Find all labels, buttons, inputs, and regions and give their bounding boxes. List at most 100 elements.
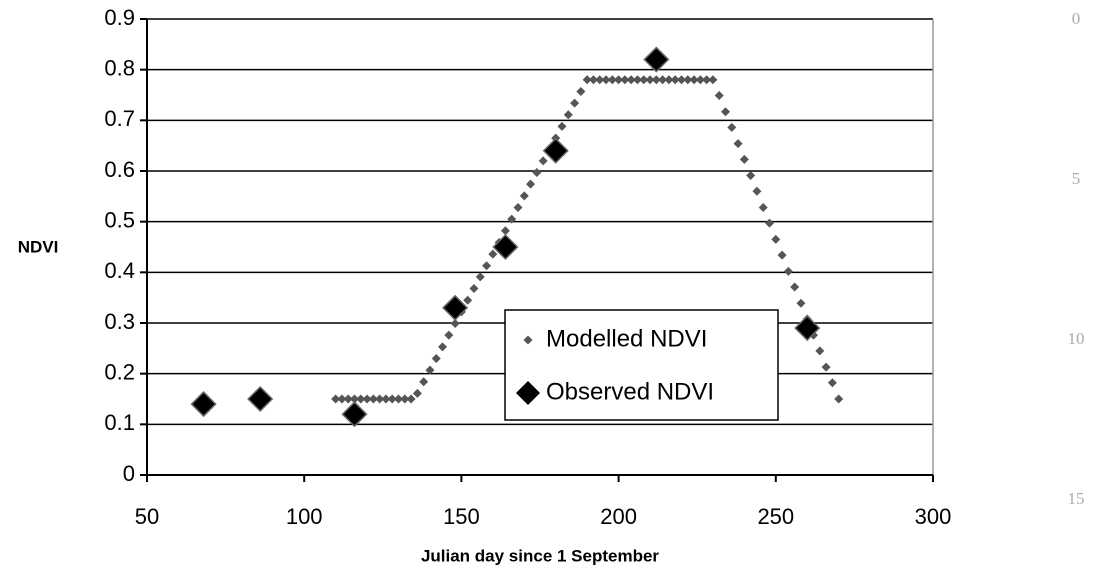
y-tick-label: 0.9	[104, 5, 135, 30]
legend-marker	[523, 335, 533, 345]
data-point	[639, 75, 649, 85]
data-point	[746, 171, 756, 181]
x-tick-label: 300	[915, 504, 952, 529]
data-point	[739, 154, 749, 164]
data-point	[765, 218, 775, 228]
y-tick-label: 0.5	[104, 207, 135, 232]
data-point	[670, 75, 680, 85]
data-point	[821, 362, 831, 372]
x-tick-label: 150	[443, 504, 480, 529]
data-point	[425, 365, 435, 375]
data-point	[752, 186, 762, 196]
x-tick-label: 200	[600, 504, 637, 529]
data-point	[375, 394, 385, 404]
x-tick-label: 250	[757, 504, 794, 529]
data-point	[658, 75, 668, 85]
data-point	[412, 388, 422, 398]
line-number: 15	[1068, 489, 1085, 508]
data-point	[794, 315, 821, 342]
data-point	[519, 191, 529, 201]
data-point	[620, 75, 630, 85]
y-tick-label: 0.4	[104, 258, 135, 283]
data-point	[350, 394, 360, 404]
data-point	[576, 86, 586, 96]
y-tick-label: 0.1	[104, 410, 135, 435]
data-point	[733, 139, 743, 149]
data-point	[400, 394, 410, 404]
data-point	[513, 202, 523, 212]
data-point	[601, 75, 611, 85]
data-point	[588, 75, 598, 85]
data-point	[538, 156, 548, 166]
x-tick-label: 100	[286, 504, 323, 529]
data-point	[362, 394, 372, 404]
data-point	[632, 75, 642, 85]
data-point	[827, 378, 837, 388]
y-tick-label: 0.8	[104, 55, 135, 80]
y-tick-label: 0.3	[104, 309, 135, 334]
data-point	[337, 394, 347, 404]
data-point	[790, 282, 800, 292]
y-axis-label: NDVI	[18, 237, 59, 256]
data-point	[727, 122, 737, 132]
data-point	[758, 202, 768, 212]
data-point	[532, 168, 542, 178]
line-number: 10	[1068, 329, 1085, 348]
data-point	[708, 75, 718, 85]
data-point	[356, 394, 366, 404]
data-point	[626, 75, 636, 85]
data-point	[450, 319, 460, 329]
data-point	[387, 394, 397, 404]
data-point	[643, 46, 670, 73]
data-point	[331, 394, 341, 404]
data-point	[341, 401, 368, 428]
y-tick-label: 0.7	[104, 106, 135, 131]
data-point	[475, 272, 485, 282]
data-point	[815, 346, 825, 356]
y-tick-label: 0	[123, 461, 135, 486]
data-point	[492, 233, 519, 261]
data-point	[796, 298, 806, 308]
data-point	[507, 214, 517, 224]
x-axis-label: Julian day since 1 September	[421, 546, 659, 565]
data-point	[368, 394, 378, 404]
data-point	[595, 75, 605, 85]
data-point	[714, 91, 724, 101]
data-point	[783, 266, 793, 276]
data-point	[542, 137, 569, 164]
y-tick-label: 0.6	[104, 157, 135, 182]
data-point	[406, 394, 416, 404]
data-point	[651, 75, 661, 85]
data-point	[394, 394, 404, 404]
data-point	[676, 75, 686, 85]
data-point	[683, 75, 693, 85]
data-point	[381, 394, 391, 404]
data-point	[695, 75, 705, 85]
data-point	[343, 394, 353, 404]
legend-box	[504, 309, 779, 421]
data-point	[431, 353, 441, 363]
data-point	[488, 249, 498, 259]
data-point	[469, 284, 479, 294]
legend-label: Modelled NDVI	[546, 325, 707, 352]
data-point	[771, 234, 781, 244]
data-point	[557, 121, 567, 131]
data-point	[563, 110, 573, 120]
data-point	[777, 250, 787, 260]
legend-marker	[516, 381, 540, 405]
data-point	[582, 75, 592, 85]
x-tick-label: 50	[135, 504, 159, 529]
data-point	[482, 261, 492, 271]
data-point	[834, 394, 844, 404]
data-point	[463, 295, 473, 305]
data-point	[419, 377, 429, 387]
data-point	[689, 75, 699, 85]
data-point	[444, 330, 454, 340]
data-point	[607, 75, 617, 85]
line-number: 5	[1072, 169, 1081, 188]
legend-label: Observed NDVI	[546, 378, 714, 405]
data-point	[645, 75, 655, 85]
data-point	[570, 98, 580, 108]
line-number: 0	[1072, 9, 1081, 28]
